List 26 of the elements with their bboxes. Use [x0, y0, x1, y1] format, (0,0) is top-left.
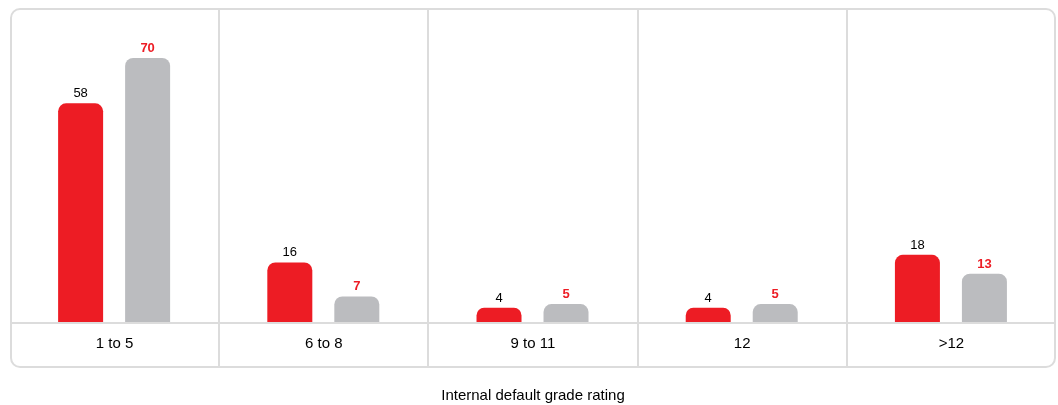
bar — [752, 304, 798, 323]
x-axis-title: Internal default grade rating — [440, 386, 626, 403]
bar — [267, 262, 313, 323]
data-label: 16 — [282, 244, 298, 260]
data-label: 4 — [495, 289, 503, 305]
data-label: 7 — [353, 278, 361, 294]
bar — [125, 57, 171, 323]
x-tick-label: 1 to 5 — [95, 333, 134, 351]
data-label: 5 — [562, 286, 570, 302]
bar — [894, 254, 940, 323]
bar — [961, 273, 1007, 323]
bar — [543, 304, 589, 323]
data-label: 58 — [73, 85, 88, 101]
x-tick-label: 12 — [733, 333, 751, 351]
bar — [58, 103, 104, 323]
bar — [334, 296, 380, 323]
data-label: 13 — [977, 255, 992, 271]
bar — [476, 307, 522, 323]
data-label: 4 — [704, 289, 712, 305]
data-label: 70 — [140, 39, 155, 55]
bar — [685, 307, 731, 323]
x-tick-label: 9 to 11 — [510, 333, 556, 351]
x-tick-label: >12 — [938, 333, 965, 351]
x-tick-label: 6 to 8 — [305, 333, 343, 351]
data-label: 18 — [910, 236, 925, 252]
data-label: 5 — [771, 286, 779, 302]
